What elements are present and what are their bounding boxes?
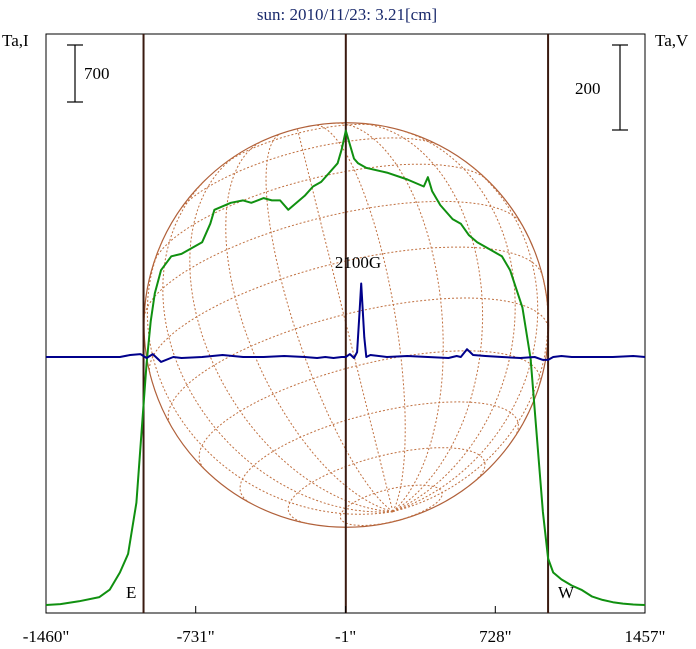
scale-bar-right-label: 200 [575, 79, 601, 98]
parallel [143, 200, 522, 318]
chart-title: sun: 2010/11/23: 3.21[cm] [257, 5, 437, 24]
parallel [239, 401, 519, 504]
meridian [265, 133, 394, 513]
meridian [146, 240, 393, 515]
x-tick-label: -1460" [23, 627, 70, 646]
parallel [153, 163, 487, 263]
scale-bar-left-label: 700 [84, 64, 110, 83]
meridian [225, 140, 393, 513]
annotation-2100g: 2100G [335, 253, 381, 272]
meridian [392, 275, 549, 513]
scale-bar-left [67, 44, 83, 103]
parallel [339, 484, 443, 527]
parallel [167, 297, 549, 424]
x-tick-label: -1" [335, 627, 356, 646]
data-series [45, 129, 646, 606]
meridian [162, 180, 393, 513]
x-tick-label: -731" [177, 627, 215, 646]
parallel [287, 447, 486, 525]
x-tick-label: 1457" [625, 627, 666, 646]
east-limb-label: E [126, 583, 136, 602]
limb-markers [142, 34, 550, 613]
west-limb-label: W [558, 583, 575, 602]
meridian [333, 122, 444, 513]
x-axis-ticks: -1460" -731" -1" 728" 1457" [23, 606, 666, 646]
meridian [296, 128, 394, 512]
right-axis-label: Ta,V [655, 31, 689, 50]
parallel [198, 350, 541, 469]
meridian [392, 130, 516, 513]
meridian [392, 163, 539, 513]
meridian [189, 154, 393, 513]
series-intensity-line [45, 129, 646, 606]
parallel [179, 137, 440, 211]
scale-bar-right [612, 44, 628, 131]
x-tick-label: 728" [479, 627, 511, 646]
series-polarization-line [46, 282, 646, 363]
left-axis-label: Ta,I [2, 31, 29, 50]
parallel [221, 123, 381, 166]
meridian [362, 123, 484, 513]
